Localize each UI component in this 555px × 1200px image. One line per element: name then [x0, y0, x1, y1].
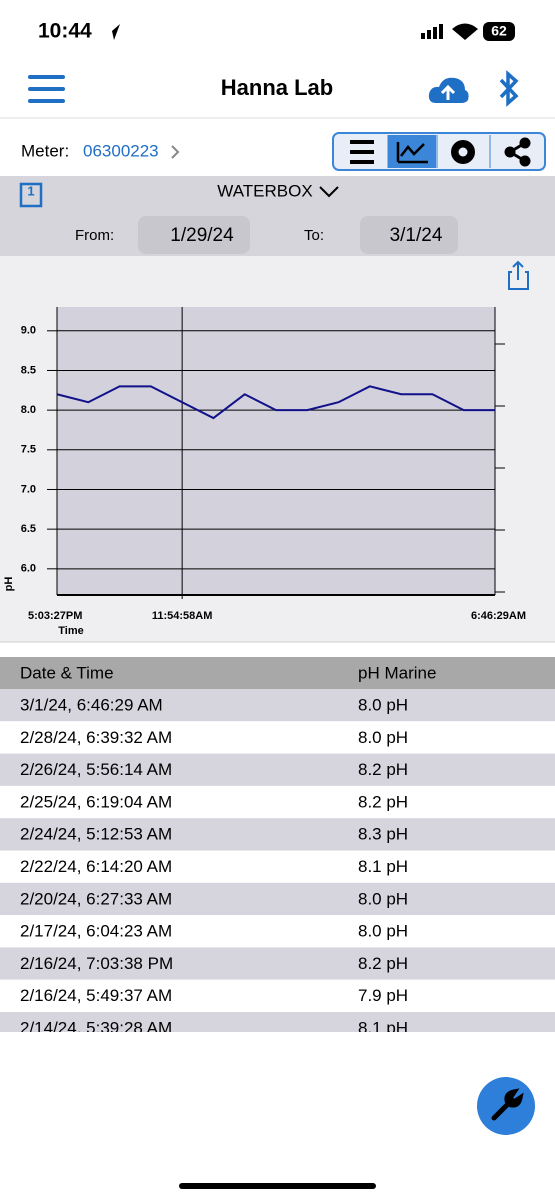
table-cell: 8.0 pH [358, 922, 408, 941]
home-indicator [179, 1183, 376, 1189]
to-label: To: [304, 227, 324, 244]
meter-id[interactable]: 06300223 [83, 141, 159, 160]
to-date-field[interactable] [360, 216, 458, 254]
share-tab[interactable] [504, 137, 531, 167]
battery-icon [483, 22, 515, 41]
x-tick-label: 5:03:27PM [28, 610, 82, 622]
export-button[interactable] [508, 260, 529, 290]
log-index: 1 [27, 183, 34, 198]
y-tick-label: 9.0 [21, 325, 36, 337]
view-segmented-control [332, 132, 546, 171]
table-cell: 2/25/24, 6:19:04 AM [20, 792, 172, 811]
log-index-icon[interactable] [19, 182, 43, 208]
y-axis-label: pH [3, 577, 15, 592]
from-date-field[interactable] [138, 216, 250, 254]
table-row [0, 721, 555, 754]
plot-area [57, 307, 495, 595]
signal-icon [421, 24, 443, 39]
meter-label: Meter: [21, 141, 69, 160]
table-row [0, 947, 555, 980]
log-name[interactable]: WATERBOX [217, 181, 312, 200]
table-cell: 8.1 pH [358, 1018, 408, 1037]
column-header: Date & Time [20, 663, 114, 682]
status-time: 10:44 [38, 20, 92, 43]
table-row [0, 882, 555, 916]
table-cell: 8.0 pH [358, 889, 408, 908]
from-label: From: [75, 227, 114, 244]
cloud-upload-button[interactable] [428, 77, 469, 103]
table-cell: 2/24/24, 5:12:53 AM [20, 825, 172, 844]
x-tick-label: 11:54:58AM [152, 610, 213, 622]
settings-tab[interactable] [451, 140, 475, 164]
y-tick-label: 6.5 [21, 523, 36, 535]
chevron [171, 145, 180, 159]
x-axis-label: Time [58, 625, 83, 637]
table-row [0, 753, 555, 786]
menu-button[interactable] [28, 75, 65, 103]
app-title: Hanna Lab [221, 75, 333, 100]
table-cell: 8.3 pH [358, 825, 408, 844]
from-date: 1/29/24 [170, 225, 234, 246]
table-cell: 2/20/24, 6:27:33 AM [20, 889, 172, 908]
bluetooth-button[interactable] [499, 70, 519, 107]
right-axis [494, 307, 505, 595]
ph-line [56, 385, 495, 420]
table-header [0, 657, 555, 689]
table-row [0, 1012, 555, 1032]
table-row [0, 818, 555, 851]
table-cell: 2/26/24, 5:56:14 AM [20, 760, 172, 779]
table-cell: 2/16/24, 5:49:37 AM [20, 986, 172, 1005]
table-cell: 8.2 pH [358, 792, 408, 811]
table-cell: 2/28/24, 6:39:32 AM [20, 728, 172, 747]
y-tick-label: 7.5 [21, 444, 36, 456]
column-header: pH Marine [358, 663, 436, 682]
battery-level: 62 [491, 23, 507, 39]
table-cell: 3/1/24, 6:46:29 AM [20, 695, 163, 714]
dropdown-chevron [319, 186, 339, 198]
table-cell: 2/16/24, 7:03:38 PM [20, 954, 173, 973]
to-date: 3/1/24 [390, 225, 443, 246]
table-cell: 2/22/24, 6:14:20 AM [20, 857, 172, 876]
table-row [0, 850, 555, 883]
table-cell: 8.0 pH [358, 728, 408, 747]
y-tick-label: 8.0 [21, 404, 36, 416]
table-cell: 8.2 pH [358, 954, 408, 973]
tools-button[interactable] [477, 1077, 535, 1135]
table-cell: 8.2 pH [358, 760, 408, 779]
y-tick-label: 7.0 [21, 483, 36, 495]
table-row [0, 689, 555, 722]
table-cell: 8.0 pH [358, 695, 408, 714]
log-selector [0, 176, 555, 256]
table-cell: 2/17/24, 6:04:23 AM [20, 922, 172, 941]
table-cell: 8.1 pH [358, 857, 408, 876]
table-row [0, 915, 555, 948]
wifi-icon [452, 23, 478, 40]
y-tick-label: 6.0 [21, 563, 36, 575]
list-tab[interactable] [350, 140, 374, 164]
table-row [0, 979, 555, 1012]
table-cell: 7.9 pH [358, 986, 408, 1005]
table-body: 3/1/24, 6:46:29 AM 8.0 pH 2/28/24, 6:39:32… [0, 689, 555, 1037]
table-row [0, 785, 555, 819]
y-tick-label: 8.5 [21, 364, 36, 376]
table-cell: 2/14/24, 5:39:28 AM [20, 1018, 172, 1037]
location-icon [104, 24, 120, 40]
x-tick-label: 6:46:29AM [471, 610, 526, 622]
